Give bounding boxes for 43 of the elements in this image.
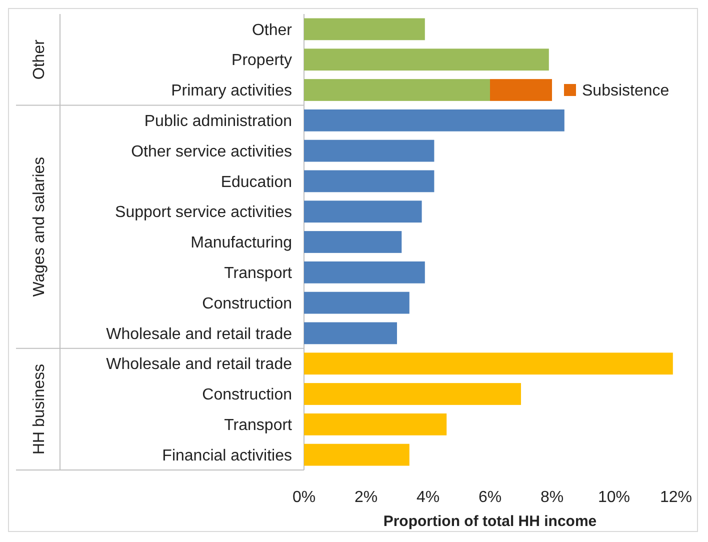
y-tick-label: Primary activities: [171, 82, 292, 100]
legend-label: Subsistence: [582, 82, 670, 100]
x-tick-label: 6%: [478, 489, 502, 506]
bar: [304, 140, 434, 162]
y-tick-label: Support service activities: [115, 204, 292, 222]
y-tick-label: Transport: [224, 265, 293, 282]
x-tick-label: 0%: [292, 489, 316, 506]
text: Wages and salaries: [31, 156, 48, 297]
bar: [304, 231, 402, 253]
bar: [304, 413, 447, 436]
y-tick-label: Wholesale and retail trade: [106, 326, 292, 343]
y-tick-label: Construction: [202, 386, 292, 404]
bar: [304, 383, 521, 405]
y-tick-label: Property: [232, 52, 292, 70]
y-tick-label: Financial activities: [162, 447, 292, 464]
bar: [304, 200, 422, 223]
y-tick-label: Manufacturing: [190, 234, 292, 252]
x-tick-label: 8%: [540, 489, 564, 506]
x-tick-label: 4%: [416, 489, 440, 506]
bar: [304, 170, 434, 192]
y-tick-label: Other: [252, 22, 293, 39]
y-tick-label: Construction: [202, 295, 292, 312]
y-tick-label: Transport: [224, 417, 293, 434]
bar: [304, 322, 397, 344]
text: HH business: [31, 364, 48, 455]
bar: [304, 352, 673, 375]
bar: [304, 292, 410, 314]
x-tick-label: 2%: [354, 489, 378, 506]
y-tick-label: Education: [220, 174, 292, 191]
y-tick-label: Other service activities: [131, 143, 292, 160]
x-tick-label: 12%: [660, 489, 692, 506]
text: Other: [31, 38, 48, 80]
bar: [304, 79, 490, 101]
bar: [304, 261, 425, 284]
bar: [304, 109, 564, 132]
bar: [304, 444, 410, 466]
y-tick-label: Wholesale and retail trade: [106, 356, 292, 374]
bar: [490, 79, 552, 101]
bar: [304, 48, 549, 71]
x-axis-title: Proportion of total HH income: [383, 513, 597, 530]
x-tick-label: 10%: [598, 489, 630, 506]
bar: [304, 18, 425, 40]
y-tick-label: Public administration: [144, 113, 292, 130]
